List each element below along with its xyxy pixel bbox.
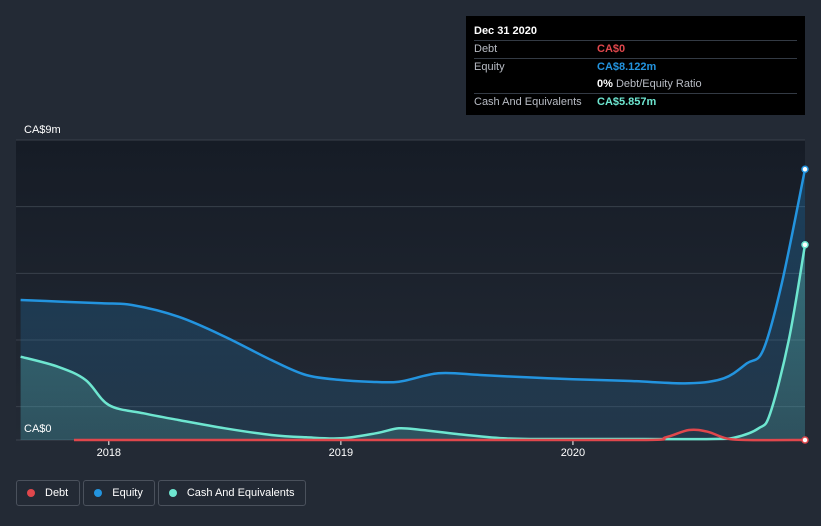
- series-lines: [20, 169, 807, 442]
- tooltip-debt-label: Debt: [474, 43, 498, 55]
- debt-end-marker: [801, 436, 809, 444]
- tooltip-ratio-value: 0%: [597, 78, 613, 90]
- legend-equity-label: Equity: [112, 487, 143, 499]
- tooltip-ratio-label: Debt/Equity Ratio: [615, 78, 702, 90]
- tooltip-cash-row: Cash And Equivalents CA$5.857m: [474, 93, 797, 111]
- tooltip-debt-row: Debt CA$0: [474, 40, 797, 58]
- series-end-markers: [801, 165, 809, 444]
- tooltip-equity-row: Equity CA$8.122m: [474, 58, 797, 76]
- equity-end-marker: [801, 165, 809, 174]
- equity-dot-icon: [94, 489, 103, 497]
- legend-cash-label: Cash And Equivalents: [186, 487, 295, 499]
- cash-end-marker: [801, 241, 809, 249]
- debt-dot-icon: [27, 489, 35, 497]
- cash-line: [20, 244, 807, 441]
- legend-debt-label: Debt: [45, 487, 69, 499]
- tooltip-equity-label: Equity: [474, 61, 505, 73]
- equity-line: [20, 169, 807, 385]
- tooltip-debt-value: CA$0: [597, 43, 626, 55]
- legend: Debt Equity Cash And Equivalents: [16, 480, 309, 506]
- y-axis-max-label: CA$9m: [24, 124, 61, 136]
- tooltip: Dec 31 2020 Debt CA$0 Equity CA$8.122m 0…: [466, 16, 805, 115]
- tooltip-equity-value: CA$8.122m: [597, 61, 657, 73]
- tooltip-date: Dec 31 2020: [474, 25, 537, 37]
- tooltip-cash-label: Cash And Equivalents: [474, 96, 582, 108]
- tooltip-cash-value: CA$5.857m: [597, 96, 657, 108]
- cash-area: [20, 244, 806, 440]
- debt-line: [74, 428, 806, 442]
- x-tick-label: 2018: [97, 447, 121, 459]
- tooltip-ratio-row: 0% Debt/Equity Ratio: [474, 76, 797, 93]
- series-areas: [20, 169, 806, 441]
- x-axis-ticks: 2018 2019 2020: [97, 440, 585, 459]
- x-tick-label: 2020: [561, 447, 585, 459]
- cash-dot-icon: [168, 489, 177, 497]
- legend-item-debt[interactable]: Debt: [16, 480, 81, 506]
- x-tick-label: 2019: [329, 447, 353, 459]
- equity-area: [20, 169, 806, 441]
- legend-item-equity[interactable]: Equity: [83, 480, 155, 506]
- legend-item-cash[interactable]: Cash And Equivalents: [157, 480, 307, 506]
- y-axis-min-label: CA$0: [24, 423, 52, 435]
